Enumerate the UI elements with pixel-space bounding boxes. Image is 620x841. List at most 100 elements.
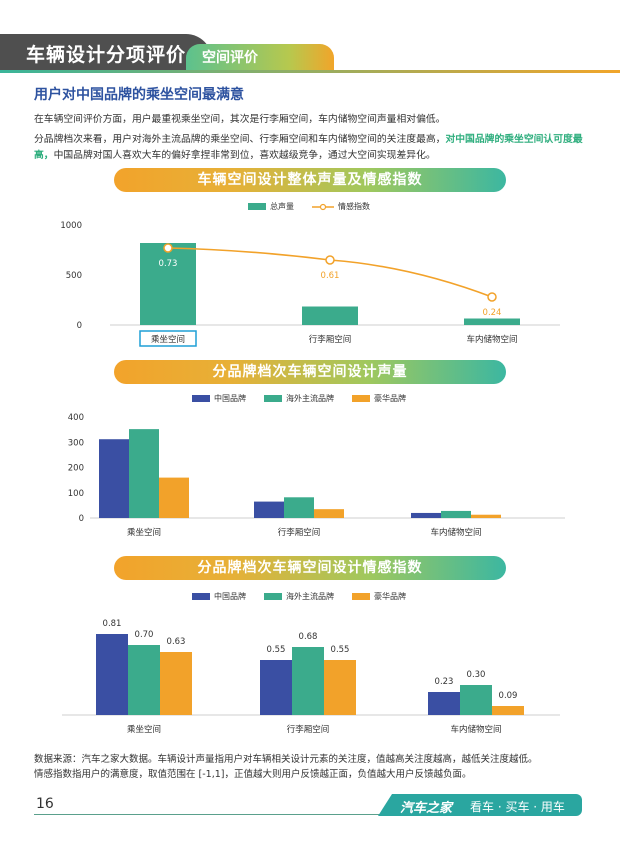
x-tick-label: 乘坐空间 [127,724,161,735]
page-number: 16 [36,796,54,812]
sentiment-point [487,292,497,302]
chart2-title: 分品牌档次车辆空间设计声量 [114,360,506,384]
legend-label: 豪华品牌 [374,592,406,601]
legend-item-sentiment: 情感指数 [312,201,370,212]
footnotes: 数据来源：汽车之家大数据。车辆设计声量指用户对车辆相关设计元素的关注度，值越高关… [34,752,594,782]
section-header-bar [0,34,212,70]
bar-total-volume [140,243,196,325]
x-tick-label: 乘坐空间 [151,334,185,345]
legend-label: 海外主流品牌 [286,592,334,601]
bar-data-label: 0.23 [435,677,454,687]
bar-china [411,512,441,518]
bar-luxury [324,660,356,715]
y-tick-label: 1000 [60,221,82,231]
section-title: 车辆设计分项评价 [26,44,187,66]
bar-overseas [129,429,159,518]
header-divider [0,70,620,73]
bar-luxury [160,652,192,715]
bar-china [254,501,284,518]
y-tick-label: 100 [68,489,84,499]
legend-label: 总声量 [270,202,294,211]
subsection-tab-label: 空间评价 [202,50,258,66]
bar-data-label: 0.70 [135,630,154,640]
footnote-line-2: 情感指数指用户的满意度，取值范围在 [-1,1]，正值越大则用户反馈越正面，负值… [34,769,472,780]
y-tick-label: 0 [79,514,84,524]
chart3-title: 分品牌档次车辆空间设计情感指数 [114,556,506,580]
bar-data-label: 0.68 [299,632,318,642]
bar-overseas [292,647,324,715]
legend-item-china: 中国品牌 [192,393,246,404]
legend-item-overseas: 海外主流品牌 [264,591,334,602]
sentiment-data-label: 0.61 [321,271,340,281]
sentiment-point [163,243,173,253]
y-tick-label: 200 [68,464,84,474]
bar-china [428,692,460,715]
bar-overseas [460,685,492,715]
footer-slogan: 看车 · 买车 · 用车 [470,800,565,814]
legend-label: 海外主流品牌 [286,394,334,403]
legend-item-china: 中国品牌 [192,591,246,602]
x-tick-label: 行李厢空间 [278,527,321,538]
legend-item-total-volume: 总声量 [248,201,294,212]
bar-luxury [314,509,344,518]
footnote-line-1: 数据来源：汽车之家大数据。车辆设计声量指用户对车辆相关设计元素的关注度，值越高关… [34,754,538,765]
bar-luxury [159,477,189,518]
sentiment-point [325,255,335,265]
legend-label: 中国品牌 [214,592,246,601]
x-tick-label: 车内储物空间 [430,527,481,538]
bar-china [99,439,129,518]
x-tick-label: 车内储物空间 [466,334,517,345]
bar-china [260,660,292,715]
bar-luxury [471,514,501,518]
bar-data-label: 0.09 [499,691,518,701]
y-tick-label: 400 [68,413,84,423]
paragraph-2-part-b: 中国品牌对国人喜欢大车的偏好拿捏非常到位，喜欢越级竞争，通过大空间实现差异化。 [53,150,436,161]
y-tick-label: 300 [68,438,84,448]
bar-total-volume [464,318,520,325]
subsection-tab [186,44,334,70]
legend-line-marker [312,203,334,210]
page-heading: 用户对中国品牌的乘坐空间最满意 [34,87,244,103]
chart2-legend: 中国品牌 海外主流品牌 豪华品牌 [192,393,418,404]
bar-data-label: 0.55 [267,645,286,655]
paragraph-2: 分品牌档次来看，用户对海外主流品牌的乘坐空间、行李厢空间和车内储物空间的关注度最… [34,132,594,164]
chart3-legend: 中国品牌 海外主流品牌 豪华品牌 [192,591,418,602]
legend-item-overseas: 海外主流品牌 [264,393,334,404]
bar-data-label: 0.63 [167,637,186,647]
paragraph-1: 在车辆空间评价方面，用户最重视乘坐空间，其次是行李厢空间，车内储物空间声量相对偏… [34,114,446,125]
x-tick-label: 车内储物空间 [450,724,501,735]
legend-swatch-orange [352,395,370,402]
footer-brand-band [378,794,582,816]
bar-overseas [128,645,160,715]
x-tick-label: 乘坐空间 [127,527,161,538]
legend-swatch-blue [192,395,210,402]
x-tick-label: 行李厢空间 [287,724,330,735]
chart1-title: 车辆空间设计整体声量及情感指数 [114,168,506,192]
x-tick-label: 行李厢空间 [309,334,352,345]
bar-overseas [441,510,471,518]
bar-data-label: 0.30 [467,670,486,680]
sentiment-data-label: 0.73 [159,259,178,269]
legend-label: 情感指数 [338,202,370,211]
paragraph-2-part-a: 分品牌档次来看，用户对海外主流品牌的乘坐空间、行李厢空间和车内储物空间的关注度最… [34,134,446,145]
bar-overseas [284,497,314,518]
chart1-legend: 总声量 情感指数 [248,201,382,212]
legend-item-luxury: 豪华品牌 [352,591,406,602]
legend-swatch-green [248,203,266,210]
legend-swatch-blue [192,593,210,600]
bar-luxury [492,706,524,715]
legend-label: 豪华品牌 [374,394,406,403]
bar-data-label: 0.55 [331,645,350,655]
legend-swatch-green [264,395,282,402]
y-tick-label: 500 [66,271,82,281]
legend-swatch-orange [352,593,370,600]
paragraph-2-highlight: 对中国品牌的乘坐空间认可度最高， [34,134,583,161]
bar-data-label: 0.81 [103,619,122,629]
bar-china [96,634,128,715]
bar-total-volume [302,306,358,325]
sentiment-data-label: 0.24 [483,308,502,318]
footer-brand-logo: 汽车之家 [400,801,453,816]
highlight-box [139,330,197,347]
footer-divider [34,814,394,815]
